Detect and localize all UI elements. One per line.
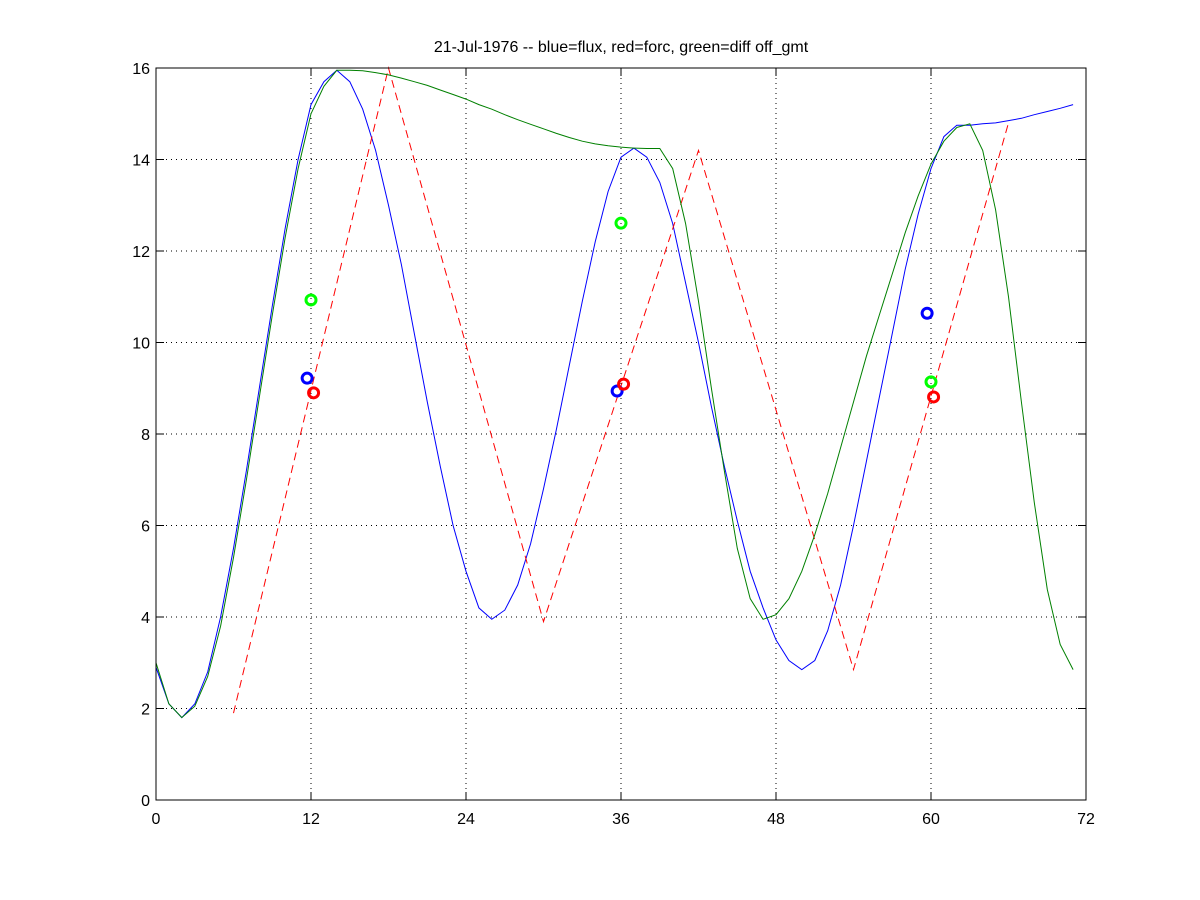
x-tick-label: 72 (1077, 811, 1095, 828)
y-tick-label: 12 (132, 244, 150, 261)
marker-point (614, 216, 628, 230)
marker-point (927, 390, 941, 404)
x-tick-label: 48 (767, 811, 785, 828)
y-tick-label: 16 (132, 61, 150, 78)
marker-point (307, 386, 321, 400)
y-tick-label: 14 (132, 153, 150, 170)
grid (156, 68, 1086, 800)
y-tick-label: 4 (141, 610, 150, 627)
marker-point (610, 384, 624, 398)
y-tick-label: 8 (141, 427, 150, 444)
x-tick-label: 24 (457, 811, 475, 828)
marker-point (920, 306, 934, 320)
marker-point (304, 293, 318, 307)
x-tick-label: 0 (152, 811, 161, 828)
y-tick-label: 6 (141, 519, 150, 536)
marker-point (300, 371, 314, 385)
plot-area (155, 66, 1074, 719)
series-line-2 (155, 69, 1074, 719)
chart-title: 21-Jul-1976 -- blue=flux, red=forc, gree… (434, 39, 809, 56)
y-tick-label: 0 (141, 793, 150, 810)
y-tick-label: 10 (132, 336, 150, 353)
x-tick-label: 36 (612, 811, 630, 828)
x-tick-label: 12 (302, 811, 320, 828)
y-tick-label: 2 (141, 702, 150, 719)
marker-point (617, 377, 631, 391)
marker-point (924, 375, 938, 389)
series-line-0 (155, 69, 1074, 719)
x-tick-label: 60 (922, 811, 940, 828)
